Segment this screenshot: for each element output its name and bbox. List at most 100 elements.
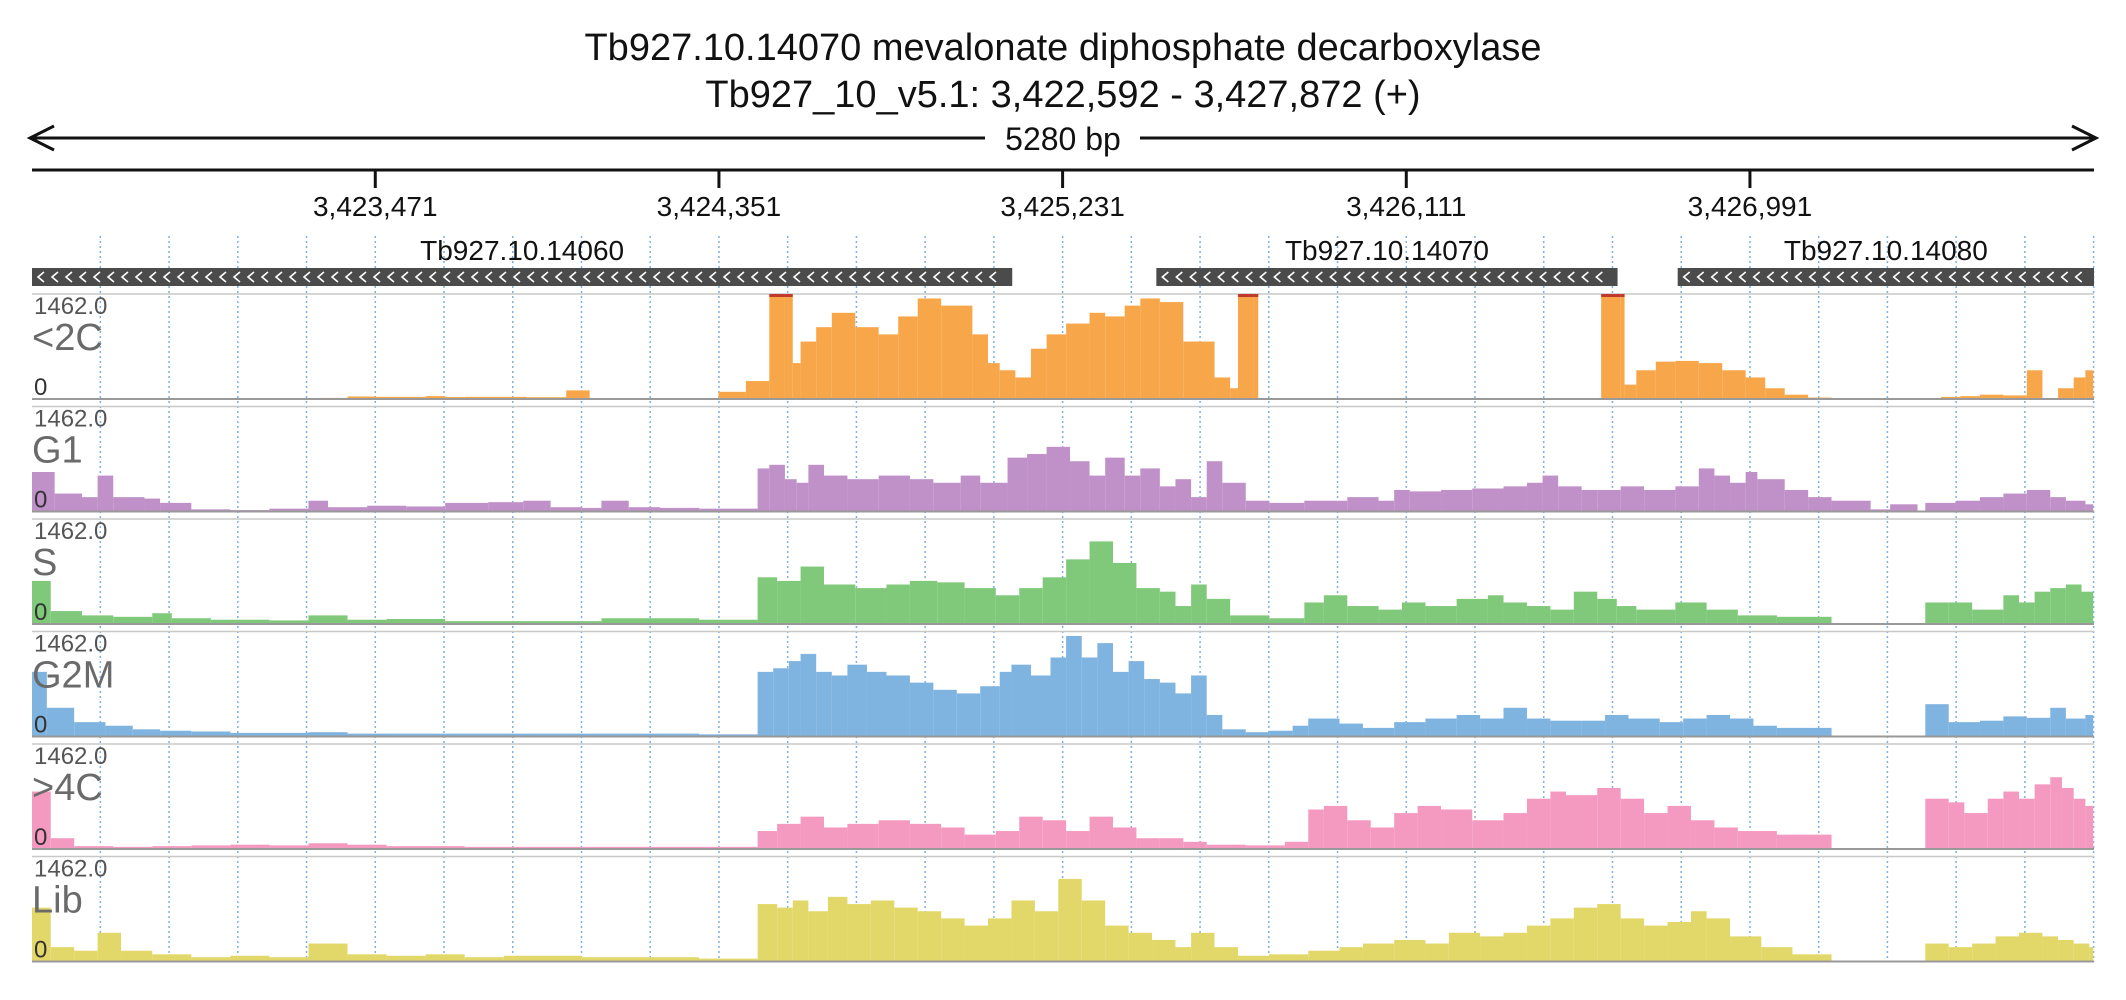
- coverage-bar: [1370, 827, 1395, 849]
- coverage-bar: [1979, 394, 2004, 399]
- coverage-bar: [1159, 682, 1176, 737]
- strand-arrow-icon: [582, 271, 591, 283]
- strand-arrow-icon: [1738, 271, 1747, 283]
- strand-arrow-icon: [1525, 271, 1533, 283]
- coverage-bar: [886, 584, 910, 624]
- strand-arrow-icon: [1850, 271, 1859, 283]
- clip-marker: [1253, 294, 1259, 297]
- coverage-bar: [1417, 805, 1442, 849]
- coverage-bar: [2085, 370, 2094, 399]
- coverage-bar: [1706, 714, 1731, 737]
- coverage-bar: [32, 471, 55, 512]
- coverage-bar: [74, 950, 98, 962]
- coverage-bar: [1394, 722, 1426, 737]
- coverage-bar: [2061, 787, 2074, 849]
- coverage-bar: [1112, 671, 1129, 737]
- strand-arrow-icon: [1399, 271, 1407, 283]
- clip-marker: [1620, 294, 1625, 297]
- coverage-bar: [308, 732, 348, 737]
- strand-arrow-icon: [792, 271, 801, 283]
- track-name: Lib: [32, 880, 83, 922]
- strand-arrow-icon: [1217, 271, 1225, 283]
- coverage-bar: [2003, 791, 2020, 849]
- strand-arrow-icon: [820, 271, 829, 283]
- coverage-bar: [866, 671, 887, 737]
- coverage-bar: [2019, 602, 2035, 624]
- coverage-bar: [1159, 591, 1176, 624]
- coverage-bar: [847, 823, 879, 849]
- strand-arrow-icon: [1752, 271, 1761, 283]
- coverage-bar: [2050, 777, 2062, 849]
- gene-models: Tb927.10.14060 Tb927.10.14070 Tb927.10.140…: [32, 235, 2094, 286]
- strand-arrow-icon: [1539, 271, 1547, 283]
- coverage-bar: [792, 363, 801, 399]
- coordinate-ticks: 3,423,471 3,424,351 3,425,231 3,426,111 3,42…: [313, 170, 1812, 222]
- coverage-bar: [445, 502, 489, 512]
- coverage-bar: [1808, 497, 1832, 512]
- coverage-bar: [1425, 943, 1449, 962]
- coverage-bar: [1925, 704, 1949, 737]
- strand-arrow-icon: [1878, 271, 1887, 283]
- coverage-bar: [1620, 918, 1645, 962]
- strand-arrow-icon: [1413, 271, 1421, 283]
- coverage-bar: [1097, 643, 1113, 737]
- coverage-bar: [800, 566, 824, 624]
- coverage-bar: [2026, 370, 2043, 399]
- coverage-bar: [2034, 784, 2051, 849]
- coverage-bar: [445, 396, 465, 399]
- coverage-bar: [1714, 827, 1738, 849]
- track-max-label: 1462.0: [34, 856, 107, 883]
- strand-arrow-icon: [148, 271, 157, 283]
- strand-arrow-icon: [918, 271, 927, 283]
- strand-arrow-icon: [1189, 271, 1197, 283]
- strand-arrow-icon: [120, 271, 129, 283]
- coverage-bar: [269, 508, 309, 512]
- track-zero-label: 0: [34, 374, 47, 401]
- strand-arrow-icon: [778, 271, 787, 283]
- coverage-bar: [1659, 722, 1684, 737]
- coverage-bar: [2050, 497, 2066, 512]
- tick-label: 3,426,111: [1346, 191, 1466, 222]
- strand-arrow-icon: [386, 271, 395, 283]
- coverage-bar: [1019, 588, 1043, 624]
- coverage-bar: [386, 955, 426, 962]
- coverage-bar: [1722, 370, 1746, 399]
- strand-arrow-icon: [1990, 271, 1999, 283]
- tick-label: 3,425,231: [1000, 191, 1125, 222]
- coverage-bar: [909, 682, 934, 737]
- strand-arrow-icon: [1710, 271, 1719, 283]
- strand-arrow-icon: [526, 271, 535, 283]
- coverage-bar: [1605, 714, 1629, 737]
- coverage-bar: [1690, 820, 1715, 849]
- coverage-bar: [347, 733, 387, 737]
- coverage-bar: [1698, 363, 1723, 399]
- coverage-bar: [796, 482, 809, 512]
- strand-arrow-icon: [1766, 271, 1775, 283]
- strand-arrow-icon: [876, 271, 885, 283]
- coverage-bar: [1245, 500, 1270, 512]
- coverage-bar: [847, 479, 879, 512]
- span-label: 5280 bp: [1005, 121, 1121, 157]
- strand-arrow-icon: [1175, 271, 1183, 283]
- coverage-bar: [1222, 482, 1246, 512]
- strand-arrow-icon: [1371, 271, 1379, 283]
- coverage-bar: [97, 475, 114, 512]
- coverage-bar: [374, 396, 411, 399]
- coverage-bar: [347, 844, 387, 849]
- coverage-bar: [230, 844, 270, 849]
- coverage-bar: [917, 911, 942, 962]
- strand-arrow-icon: [1273, 271, 1281, 283]
- strand-arrow-icon: [750, 271, 759, 283]
- coverage-bar: [1323, 595, 1348, 624]
- coverage-bar: [1745, 471, 1758, 512]
- clip-marker: [769, 294, 785, 297]
- coverage-bar: [1441, 489, 1473, 512]
- coverage-bar: [757, 904, 778, 962]
- coverage-bar: [1472, 820, 1504, 849]
- strand-arrow-icon: [862, 271, 871, 283]
- strand-arrow-icon: [1231, 271, 1239, 283]
- strand-arrow-icon: [176, 271, 185, 283]
- strand-arrow-icon: [960, 271, 969, 283]
- coverage-bar: [941, 827, 965, 849]
